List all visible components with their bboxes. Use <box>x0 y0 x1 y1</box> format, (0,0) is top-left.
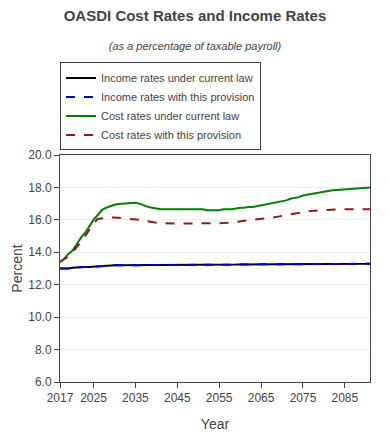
svg-text:2085: 2085 <box>332 391 359 405</box>
svg-text:8.0: 8.0 <box>35 343 52 357</box>
svg-text:OASDI Cost Rates and Income Ra: OASDI Cost Rates and Income Rates <box>64 7 327 24</box>
svg-text:10.0: 10.0 <box>28 310 52 324</box>
svg-text:Percent: Percent <box>9 244 25 292</box>
svg-text:2025: 2025 <box>80 391 107 405</box>
svg-text:Cost rates under current law: Cost rates under current law <box>101 110 239 122</box>
svg-text:(as a percentage of taxable pa: (as a percentage of taxable payroll) <box>109 40 282 52</box>
svg-text:2055: 2055 <box>206 391 233 405</box>
svg-text:18.0: 18.0 <box>28 181 52 195</box>
svg-text:6.0: 6.0 <box>35 375 52 389</box>
svg-text:14.0: 14.0 <box>28 245 52 259</box>
svg-text:2065: 2065 <box>248 391 275 405</box>
svg-text:2045: 2045 <box>164 391 191 405</box>
svg-text:12.0: 12.0 <box>28 278 52 292</box>
svg-text:2035: 2035 <box>122 391 149 405</box>
svg-text:Income rates under current law: Income rates under current law <box>101 72 253 84</box>
svg-text:16.0: 16.0 <box>28 213 52 227</box>
svg-text:2075: 2075 <box>290 391 317 405</box>
svg-text:20.0: 20.0 <box>28 148 52 162</box>
svg-text:2017: 2017 <box>47 391 74 405</box>
svg-text:Cost rates with this provision: Cost rates with this provision <box>101 129 241 141</box>
svg-text:Income rates with this provisi: Income rates with this provision <box>101 91 254 103</box>
svg-text:Year: Year <box>201 416 230 432</box>
